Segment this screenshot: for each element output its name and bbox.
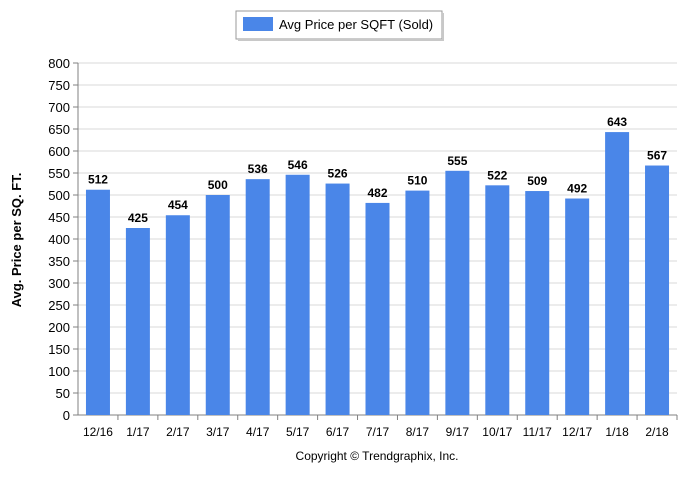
y-tick-label: 100 (48, 364, 70, 379)
y-axis-title: Avg. Price per SQ. FT. (9, 173, 24, 308)
bar (245, 179, 270, 415)
x-tick-label: 4/17 (246, 425, 270, 439)
data-label: 643 (607, 115, 627, 129)
data-label: 512 (88, 173, 108, 187)
data-label: 509 (527, 174, 547, 188)
data-label: 526 (328, 167, 348, 181)
legend-label: Avg Price per SQFT (Sold) (279, 17, 433, 32)
bar (525, 191, 550, 415)
y-tick-label: 800 (48, 56, 70, 71)
bar (205, 195, 230, 415)
x-tick-label: 6/17 (326, 425, 350, 439)
y-tick-label: 250 (48, 298, 70, 313)
bar (165, 215, 190, 415)
x-tick-label: 8/17 (406, 425, 430, 439)
bar (445, 170, 470, 415)
copyright-footer: Copyright © Trendgraphix, Inc. (296, 449, 459, 463)
legend-box-shadow (442, 13, 444, 41)
data-label: 492 (567, 182, 587, 196)
y-tick-label: 750 (48, 78, 70, 93)
x-tick-label: 2/18 (645, 425, 669, 439)
y-tick-label: 400 (48, 232, 70, 247)
data-label: 522 (487, 168, 507, 182)
data-label: 482 (367, 186, 387, 200)
x-tick-label: 1/17 (126, 425, 150, 439)
data-label: 454 (168, 198, 188, 212)
x-tick-label: 12/16 (83, 425, 113, 439)
data-label: 546 (288, 158, 308, 172)
data-label: 555 (447, 154, 467, 168)
y-tick-label: 0 (63, 408, 70, 423)
data-label: 500 (208, 178, 228, 192)
data-label: 510 (407, 174, 427, 188)
bar (85, 189, 110, 415)
bar (365, 202, 390, 415)
x-tick-label: 10/17 (482, 425, 512, 439)
y-tick-label: 50 (56, 386, 70, 401)
bar (645, 165, 670, 415)
y-tick-label: 700 (48, 100, 70, 115)
x-tick-label: 12/17 (562, 425, 592, 439)
x-tick-label: 5/17 (286, 425, 310, 439)
x-tick-label: 7/17 (366, 425, 390, 439)
legend: Avg Price per SQFT (Sold) (235, 10, 444, 41)
y-tick-label: 650 (48, 122, 70, 137)
bar (285, 174, 310, 415)
bars (85, 132, 670, 415)
bar (405, 190, 430, 415)
data-label: 425 (128, 211, 148, 225)
y-tick-label: 150 (48, 342, 70, 357)
x-tick-label: 9/17 (446, 425, 470, 439)
x-tick-label: 2/17 (166, 425, 190, 439)
bar (125, 228, 150, 415)
y-tick-label: 300 (48, 276, 70, 291)
y-tick-label: 200 (48, 320, 70, 335)
bar (605, 132, 630, 415)
data-label: 567 (647, 149, 667, 163)
legend-box-shadow-bottom (238, 39, 444, 41)
x-tick-label: 11/17 (523, 425, 552, 439)
x-tick-label: 1/18 (605, 425, 629, 439)
y-tick-label: 450 (48, 210, 70, 225)
data-label: 536 (248, 162, 268, 176)
legend-swatch (243, 17, 273, 31)
y-tick-label: 350 (48, 254, 70, 269)
y-tick-label: 600 (48, 144, 70, 159)
bar (485, 185, 510, 415)
y-tick-label: 500 (48, 188, 70, 203)
y-tick-label: 550 (48, 166, 70, 181)
bar (325, 183, 350, 415)
x-tick-label: 3/17 (206, 425, 230, 439)
data-labels: 512 425 454 500 536 546 526 482 510 555 522 509 492 6… (88, 115, 667, 225)
bar (565, 198, 590, 415)
